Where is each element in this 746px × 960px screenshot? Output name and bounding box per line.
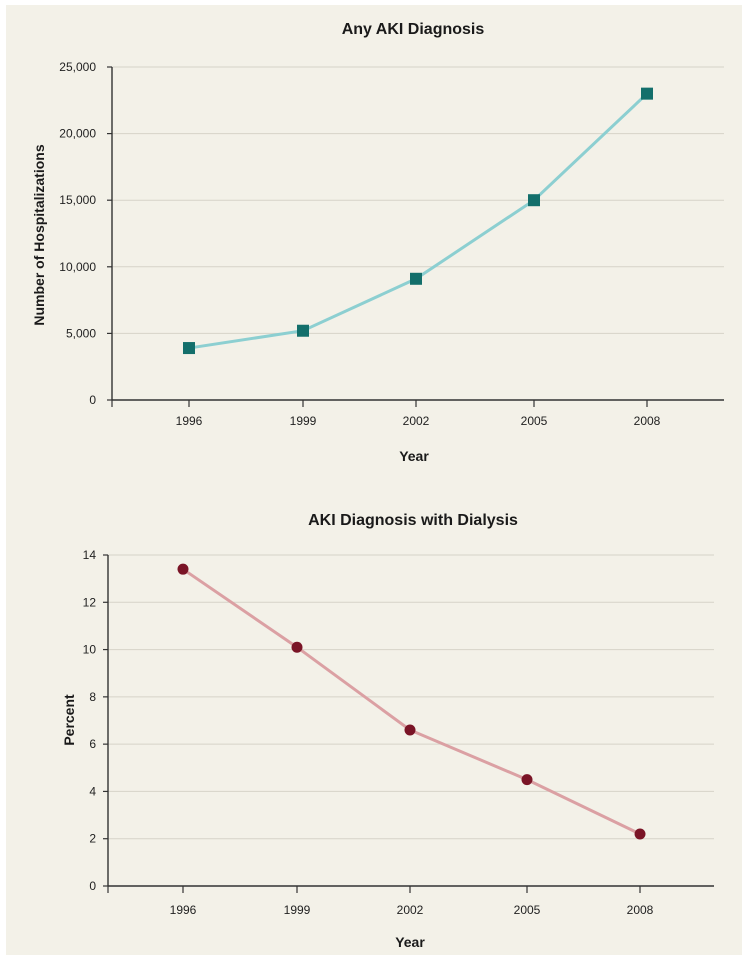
y-tick-label: 15,000 — [59, 193, 96, 207]
x-tick-label: 1996 — [176, 414, 203, 428]
chart1-x-ticks: 1996 1999 2002 2005 2008 — [111, 400, 661, 428]
data-point — [291, 641, 303, 653]
y-tick-label: 5,000 — [66, 326, 96, 340]
y-tick-label: 10 — [83, 643, 97, 657]
y-tick-label: 8 — [89, 690, 96, 704]
x-tick-label: 2005 — [514, 903, 541, 917]
data-point — [177, 563, 189, 575]
y-tick-label: 2 — [89, 832, 96, 846]
y-tick-label: 0 — [89, 393, 96, 407]
y-tick-label: 12 — [83, 595, 97, 609]
x-tick-label: 2005 — [521, 414, 548, 428]
chart1-title: Any AKI Diagnosis — [342, 21, 485, 38]
chart1-series — [183, 87, 653, 355]
figure-panel — [6, 5, 742, 955]
data-point — [528, 194, 540, 207]
data-point — [410, 272, 422, 285]
chart2-y-ticks: 0 2 4 6 8 10 12 14 — [83, 548, 108, 893]
data-point — [521, 774, 533, 786]
x-tick-label: 2002 — [397, 903, 424, 917]
chart1-gridlines — [112, 66, 724, 334]
series-line — [188, 92, 649, 350]
x-tick-label: 1999 — [290, 414, 317, 428]
y-tick-label: 6 — [89, 737, 96, 751]
x-tick-label: 2008 — [627, 903, 654, 917]
data-point — [297, 324, 309, 337]
chart-any-aki: Any AKI Diagnosis 0 5,000 10,000 15,000 20,0… — [31, 21, 724, 464]
chart2-x-label: Year — [395, 934, 425, 950]
y-tick-label: 14 — [83, 548, 97, 562]
data-point — [641, 87, 653, 100]
chart2-gridlines — [108, 554, 714, 840]
x-tick-label: 2002 — [403, 414, 430, 428]
x-tick-label: 1999 — [284, 903, 311, 917]
y-tick-label: 4 — [89, 784, 96, 798]
y-tick-label: 25,000 — [59, 60, 96, 74]
chart-aki-dialysis: AKI Diagnosis with Dialysis 02468101214 … — [61, 512, 714, 950]
series-line — [182, 567, 641, 836]
data-point — [404, 724, 416, 736]
chart1-x-label: Year — [399, 448, 429, 464]
data-point — [183, 342, 195, 355]
data-point — [634, 828, 646, 840]
y-tick-label: 10,000 — [59, 260, 96, 274]
x-tick-label: 1996 — [170, 903, 197, 917]
x-tick-label: 2008 — [634, 414, 661, 428]
chart2-series — [177, 563, 646, 840]
y-tick-label: 20,000 — [59, 127, 96, 141]
chart2-title: AKI Diagnosis with Dialysis — [308, 512, 518, 529]
chart1-y-ticks: 0 5,000 10,000 15,000 20,000 25,000 — [59, 60, 112, 407]
y-tick-label: 0 — [89, 879, 96, 893]
chart2-y-label: Percent — [61, 694, 77, 746]
chart2-x-ticks: 1996 1999 2002 2005 2008 — [107, 886, 654, 917]
chart1-y-label: Number of Hospitalizations — [31, 144, 47, 325]
